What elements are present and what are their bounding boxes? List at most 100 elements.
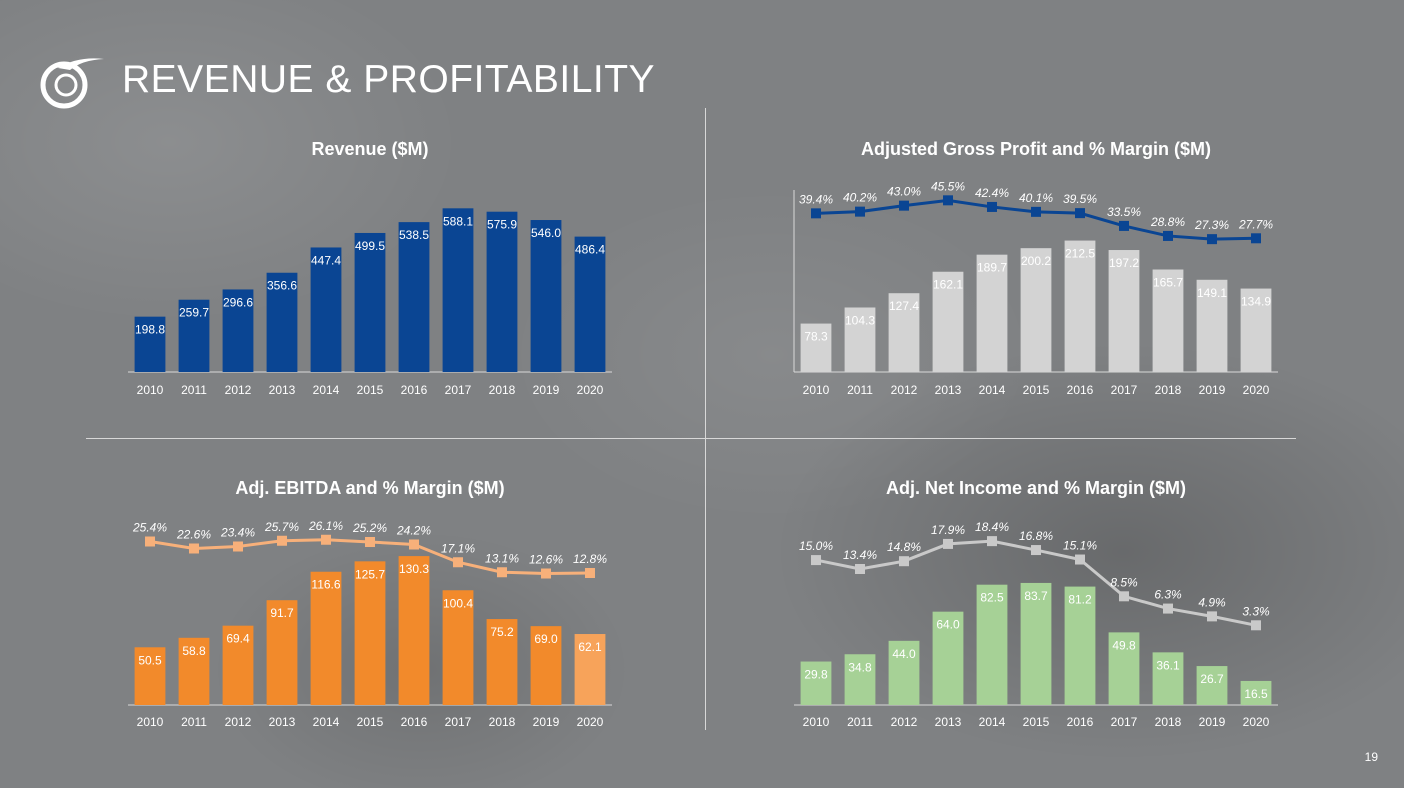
gross-tick-label: 2012 — [891, 383, 918, 397]
gross-margin-point — [1163, 230, 1173, 241]
net-bar — [1196, 666, 1228, 705]
revenue-bar — [486, 211, 518, 372]
vertical-divider — [705, 108, 706, 730]
gross-bar — [976, 254, 1008, 372]
net-tick-label: 2020 — [1243, 715, 1270, 729]
net-bar — [888, 640, 920, 705]
ebitda-tick-label: 2017 — [445, 715, 472, 729]
net-margin-label: 6.3% — [1154, 588, 1182, 602]
gross-margin-point — [1075, 208, 1085, 219]
gross-bar — [800, 323, 832, 372]
net-tick-label: 2018 — [1155, 715, 1182, 729]
ebitda-margin-point — [145, 536, 155, 547]
ebitda-margin-label: 22.6% — [176, 528, 211, 542]
net-tick-label: 2013 — [935, 715, 962, 729]
revenue-bar-label: 259.7 — [179, 306, 209, 320]
net-bar-label: 29.8 — [804, 668, 828, 682]
gross-margin-label: 27.3% — [1194, 218, 1229, 232]
gross-margin-point — [1031, 206, 1041, 217]
ebitda-margin-label: 26.1% — [308, 519, 343, 533]
net-bar — [976, 584, 1008, 705]
gross-margin-point — [943, 195, 953, 206]
ebitda-margin-point — [453, 557, 463, 568]
gross-tick-label: 2010 — [803, 383, 830, 397]
revenue-tick-label: 2014 — [313, 383, 340, 397]
gross-bar-label: 134.9 — [1241, 295, 1271, 309]
ebitda-bar — [178, 637, 210, 705]
revenue-tick-label: 2015 — [357, 383, 384, 397]
ebitda-bar-label: 125.7 — [355, 567, 385, 581]
ebitda-bar-label: 75.2 — [490, 625, 514, 639]
ebitda-bar — [310, 571, 342, 705]
ebitda-bar-label: 58.8 — [182, 644, 206, 658]
ebitda-margin-label: 24.2% — [396, 524, 431, 538]
revenue-tick-label: 2019 — [533, 383, 560, 397]
ebitda-bar-label: 100.4 — [443, 596, 473, 610]
ebitda-bar-label: 62.1 — [578, 640, 602, 654]
gross-margin-label: 39.5% — [1063, 192, 1097, 206]
revenue-bar-label: 486.4 — [575, 243, 605, 257]
net-bar-label: 26.7 — [1200, 672, 1224, 686]
revenue-bar — [134, 316, 166, 372]
gross-margin-label: 42.4% — [975, 186, 1009, 200]
gross-margin-point — [899, 200, 909, 211]
net-margin-point — [811, 555, 821, 566]
gross-bar-label: 78.3 — [804, 330, 828, 344]
net-tick-label: 2014 — [979, 715, 1006, 729]
net-margin-label: 16.8% — [1019, 529, 1053, 543]
net-margin-point — [855, 564, 865, 574]
revenue-tick-label: 2020 — [577, 383, 604, 397]
revenue-bar-label: 356.6 — [267, 279, 297, 293]
net-margin-point — [943, 538, 953, 549]
gross-margin-label: 39.4% — [799, 192, 833, 206]
net-bar-label: 36.1 — [1156, 658, 1180, 672]
gross-margin-point — [1251, 233, 1261, 244]
ebitda-chart-title: Adj. EBITDA and % Margin ($M) — [235, 478, 505, 498]
net-margin-point — [899, 556, 909, 567]
ebitda-margin-label: 25.4% — [132, 521, 167, 535]
net-margin-point — [1031, 545, 1041, 556]
ebitda-margin-label: 25.2% — [352, 521, 387, 535]
ebitda-tick-label: 2019 — [533, 715, 560, 729]
revenue-tick-label: 2013 — [269, 383, 296, 397]
ebitda-tick-label: 2013 — [269, 715, 296, 729]
revenue-tick-label: 2016 — [401, 383, 428, 397]
net-bar-label: 81.2 — [1068, 593, 1092, 607]
gross-bar — [1240, 288, 1272, 372]
gross-margin-label: 40.2% — [843, 191, 877, 205]
net-margin-point — [1163, 603, 1173, 614]
gross-bar-label: 104.3 — [845, 313, 875, 327]
ebitda-margin-point — [277, 535, 287, 546]
revenue-bar — [354, 232, 386, 372]
revenue-bar-label: 499.5 — [355, 239, 385, 253]
ebitda-bar — [266, 600, 298, 705]
revenue-bar — [442, 208, 474, 372]
ebitda-tick-label: 2011 — [181, 715, 207, 729]
ebitda-bar-label: 116.6 — [311, 578, 340, 592]
gross-bar-label: 200.2 — [1021, 254, 1051, 268]
net-margin-point — [1251, 620, 1261, 631]
ebitda-bar — [486, 619, 518, 705]
gross-bar — [932, 271, 964, 372]
revenue-tick-label: 2012 — [225, 383, 252, 397]
revenue-chart-title: Revenue ($M) — [311, 139, 429, 159]
net-tick-label: 2011 — [847, 715, 873, 729]
ebitda-bar-label: 91.7 — [270, 606, 294, 620]
net-tick-label: 2017 — [1111, 715, 1138, 729]
net-margin-point — [987, 536, 997, 547]
net-margin-point — [1207, 611, 1217, 622]
gross-tick-label: 2015 — [1023, 383, 1050, 397]
net-bar — [800, 661, 832, 705]
net-margin-label: 14.8% — [887, 540, 921, 554]
gross-tick-label: 2020 — [1243, 383, 1270, 397]
revenue-bar — [222, 289, 254, 372]
gross-bar-label: 212.5 — [1065, 247, 1095, 261]
ebitda-margin-label: 12.8% — [573, 552, 607, 566]
ebitda-margin-point — [365, 537, 375, 547]
gross-margin-point — [811, 208, 821, 219]
net-bar — [1152, 652, 1184, 705]
revenue-bar — [574, 236, 606, 372]
ebitda-margin-label: 25.7% — [264, 520, 299, 534]
